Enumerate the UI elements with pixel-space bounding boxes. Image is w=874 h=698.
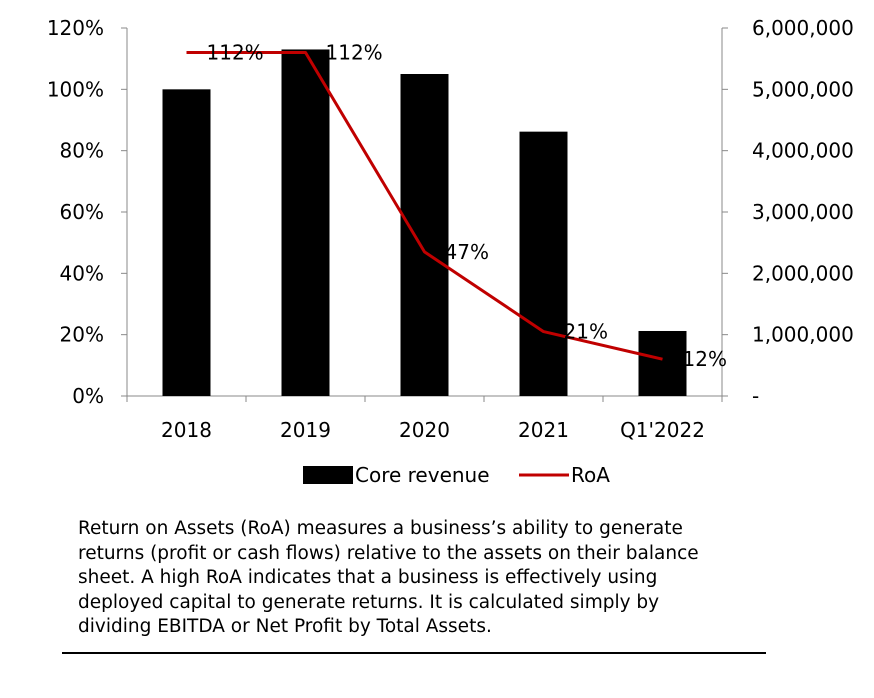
x-axis-tick-label: 2020 bbox=[399, 418, 450, 442]
roa-chart: 0% 20% 40% 60% 80% 100% 120% - 1,000,000 2,000,00… bbox=[47, 16, 854, 487]
description-line: deployed capital to generate returns. It… bbox=[78, 591, 660, 613]
left-axis-tick-label: 80% bbox=[60, 139, 104, 163]
roa-data-label: 112% bbox=[207, 41, 264, 65]
x-axis-tick-label: Q1'2022 bbox=[620, 418, 705, 442]
x-axis-tick-label: 2019 bbox=[280, 418, 331, 442]
description-line: sheet. A high RoA indicates that a busin… bbox=[78, 567, 658, 588]
roa-description: Return on Assets (RoA) measures a busine… bbox=[78, 517, 778, 640]
legend-label-roa: RoA bbox=[571, 463, 610, 487]
roa-line bbox=[186, 51, 663, 361]
description-line: Return on Assets (RoA) measures a busine… bbox=[78, 518, 683, 539]
bar-core-revenue bbox=[162, 89, 211, 396]
legend-swatch-core-revenue bbox=[303, 466, 353, 484]
right-axis-tick-label: 1,000,000 bbox=[752, 323, 854, 347]
left-axis-tick-label: 40% bbox=[60, 261, 104, 285]
bar-core-revenue bbox=[281, 49, 330, 396]
left-axis-tick-label: 60% bbox=[60, 200, 104, 224]
bar-core-revenue bbox=[400, 74, 449, 396]
right-axis-tick-label: 5,000,000 bbox=[752, 77, 854, 101]
chart-legend: Core revenue RoA bbox=[303, 463, 610, 487]
bottom-divider bbox=[62, 652, 766, 654]
chart-axes: 0% 20% 40% 60% 80% 100% 120% - 1,000,000 2,000,00… bbox=[47, 16, 854, 442]
left-axis-tick-label: 120% bbox=[47, 16, 104, 40]
bar-core-revenue bbox=[519, 131, 568, 397]
line-series-roa bbox=[186, 51, 663, 361]
roa-data-label: 12% bbox=[683, 347, 727, 371]
right-axis-tick-label: 4,000,000 bbox=[752, 139, 854, 163]
right-axis-tick-label: 2,000,000 bbox=[752, 261, 854, 285]
right-axis-tick-label: 6,000,000 bbox=[752, 16, 854, 40]
roa-data-label: 47% bbox=[445, 240, 489, 264]
description-line: dividing EBITDA or Net Profit by Total A… bbox=[78, 616, 492, 637]
right-axis-tick-label: - bbox=[752, 384, 759, 408]
x-axis-tick-label: 2018 bbox=[161, 418, 212, 442]
left-axis-tick-label: 100% bbox=[47, 77, 104, 101]
description-line: returns (profit or cash flows) relative … bbox=[78, 542, 699, 564]
bar-core-revenue bbox=[638, 330, 687, 396]
right-axis-tick-label: 3,000,000 bbox=[752, 200, 854, 224]
x-axis-tick-label: 2021 bbox=[518, 418, 569, 442]
left-axis-tick-label: 0% bbox=[72, 384, 104, 408]
roa-data-label: 21% bbox=[564, 320, 608, 344]
legend-label-core-revenue: Core revenue bbox=[355, 463, 490, 487]
left-axis-tick-label: 20% bbox=[60, 323, 104, 347]
data-labels: 112% 112% 47% 21% 12% bbox=[207, 41, 727, 372]
bar-series-core-revenue bbox=[162, 49, 687, 397]
roa-data-label: 112% bbox=[326, 41, 383, 65]
